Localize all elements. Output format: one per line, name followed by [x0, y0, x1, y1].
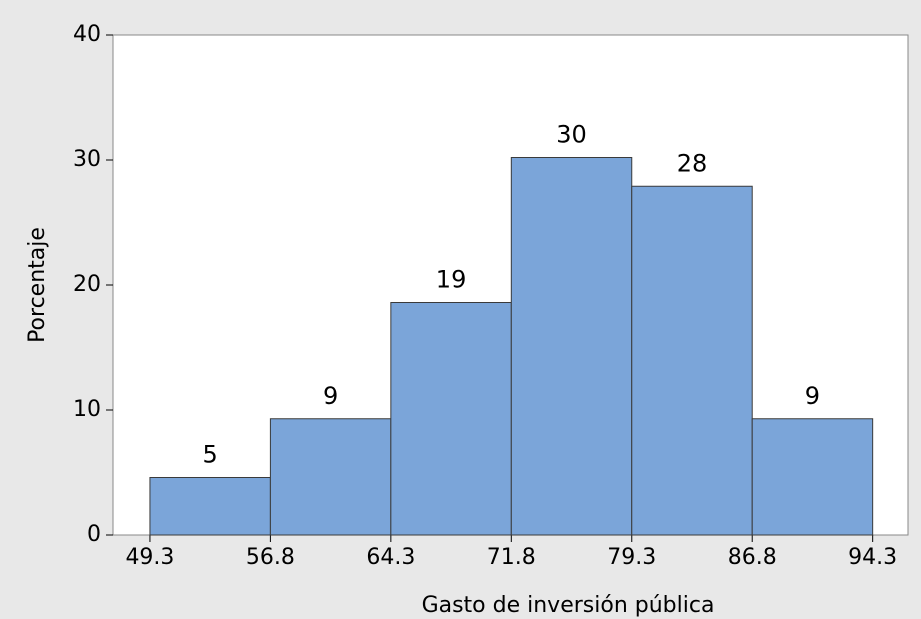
data-label: 9: [323, 382, 338, 410]
x-tick-label: 94.3: [848, 545, 897, 570]
y-tick-label: 0: [87, 522, 101, 547]
data-label: 30: [556, 121, 587, 149]
bar: [631, 185, 753, 536]
data-label: 19: [436, 266, 467, 294]
y-axis-label: Porcentaje: [25, 227, 50, 343]
bar: [751, 418, 874, 536]
y-tick-label: 20: [73, 272, 101, 297]
y-tick-label: 30: [73, 147, 101, 172]
bar: [269, 418, 392, 536]
data-label: 28: [677, 149, 708, 177]
data-label: 9: [805, 382, 820, 410]
y-tick-label: 10: [73, 397, 101, 422]
y-tick-label: 40: [73, 22, 101, 47]
x-tick-label: 86.8: [728, 545, 777, 570]
data-label: 5: [203, 441, 218, 469]
x-tick-label: 79.3: [607, 545, 656, 570]
x-tick-label: 49.3: [125, 545, 174, 570]
x-axis-label: Gasto de inversión pública: [422, 593, 715, 618]
x-tick-label: 64.3: [366, 545, 415, 570]
bar: [149, 477, 271, 536]
x-tick-label: 56.8: [246, 545, 295, 570]
x-tick-label: 71.8: [487, 545, 536, 570]
bar: [390, 302, 512, 536]
bar: [510, 157, 633, 536]
